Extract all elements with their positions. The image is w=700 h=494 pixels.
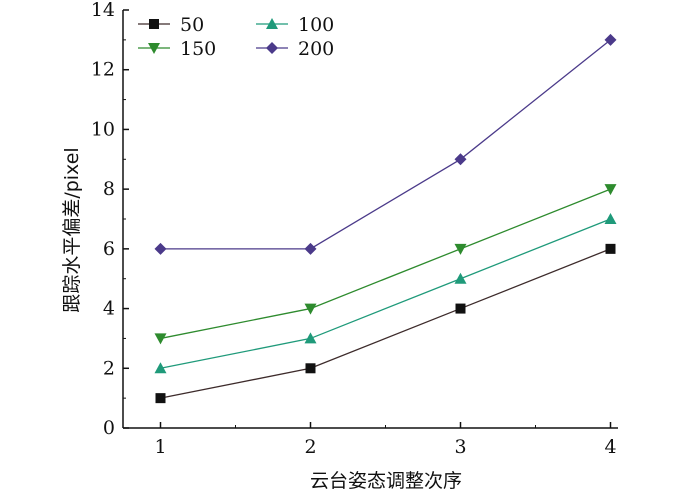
data-point-150 <box>154 333 167 345</box>
y-tick-label: 4 <box>103 298 115 320</box>
x-tick-label: 3 <box>454 436 466 458</box>
legend-label: 50 <box>180 14 204 36</box>
data-point-50 <box>155 393 166 404</box>
data-point-200 <box>604 33 617 46</box>
plot-marks <box>154 33 617 404</box>
y-tick-label: 10 <box>91 118 115 140</box>
data-point-200 <box>154 242 167 255</box>
data-point-50 <box>305 363 316 374</box>
y-tick-label: 6 <box>103 238 115 260</box>
data-point-100 <box>304 332 317 344</box>
series-line-100 <box>160 218 611 369</box>
data-point-50 <box>605 243 616 254</box>
legend-label: 200 <box>298 38 334 60</box>
data-point-200 <box>304 242 317 255</box>
data-point-150 <box>304 303 317 315</box>
data-point-100 <box>154 362 167 374</box>
x-tick-label: 4 <box>604 436 616 458</box>
data-point-50 <box>455 303 466 314</box>
data-point-200 <box>454 153 467 166</box>
legend: 50 100 150 200 <box>138 14 334 60</box>
legend-marker <box>266 18 278 29</box>
y-axis-title: 跟踪水平偏差/pixel <box>61 147 83 312</box>
y-tick-label: 14 <box>91 0 115 21</box>
legend-marker <box>266 42 278 54</box>
series-line-150 <box>160 188 611 340</box>
data-point-100 <box>454 272 467 284</box>
legend-marker <box>148 43 160 54</box>
legend-marker <box>149 19 159 29</box>
legend-label: 150 <box>180 38 216 60</box>
series-line-200 <box>160 39 611 250</box>
data-point-150 <box>454 243 467 255</box>
y-tick-label: 2 <box>103 357 115 379</box>
series-line-50 <box>160 248 611 399</box>
y-tick-label: 12 <box>91 59 115 81</box>
legend-label: 100 <box>298 14 334 36</box>
data-point-100 <box>604 213 617 224</box>
y-tick-label: 8 <box>103 178 115 200</box>
data-point-150 <box>604 184 617 196</box>
x-axis-title: 云台姿态调整次序 <box>310 470 462 492</box>
x-tick-label: 1 <box>154 436 166 458</box>
x-tick-label: 2 <box>304 436 316 458</box>
y-tick-label: 0 <box>103 417 115 439</box>
